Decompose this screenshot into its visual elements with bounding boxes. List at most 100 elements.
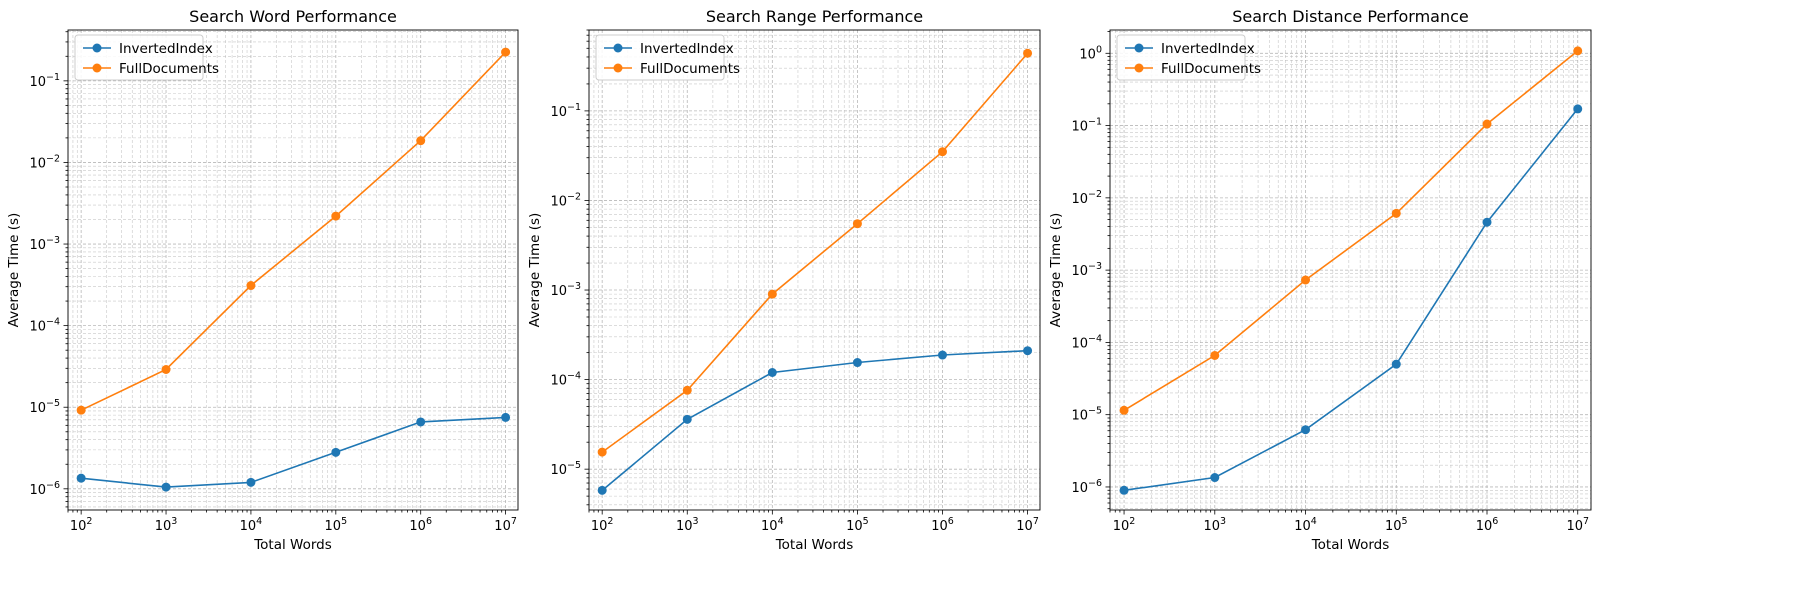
data-point-InvertedIndex <box>246 477 256 487</box>
data-point-FullDocuments <box>1023 48 1033 58</box>
legend-swatch-marker <box>1134 43 1144 53</box>
series-line-FullDocuments <box>601 52 1029 453</box>
y-tick-label: 10−3 <box>550 281 581 299</box>
x-tick-label: 103 <box>155 516 178 534</box>
y-tick-label: 10−5 <box>550 460 581 478</box>
data-point-FullDocuments <box>331 211 341 221</box>
x-tick-label: 106 <box>1476 516 1499 534</box>
data-point-InvertedIndex <box>1482 217 1492 227</box>
y-axis-label: Average Time (s) <box>1048 213 1064 328</box>
series-line-FullDocuments <box>1123 50 1579 411</box>
x-tick-label: 107 <box>1016 516 1039 534</box>
legend-entry-label: FullDocuments <box>1161 61 1261 77</box>
data-point-InvertedIndex <box>1210 473 1220 483</box>
y-axis: 10−6 10−5 10−4 10−3 10−2 10−1 <box>29 31 68 508</box>
series-line-InvertedIndex <box>81 416 506 488</box>
y-tick-label: 10−4 <box>29 317 60 335</box>
chart-title: Search Word Performance <box>189 7 397 26</box>
legend-swatch-marker <box>613 43 623 53</box>
x-axis-label: Total Words <box>253 537 332 553</box>
grid <box>1110 30 1591 510</box>
chart-panel-2: 102 103 104 105 106 107 10−5 10−4 10−3 10−2 10−1 Se… <box>527 7 1041 553</box>
data-point-FullDocuments <box>501 47 511 57</box>
data-point-InvertedIndex <box>597 485 607 495</box>
y-tick-label: 10−1 <box>29 72 60 90</box>
y-tick-label: 10−3 <box>1071 261 1102 279</box>
legend-entry-label: InvertedIndex <box>640 41 734 57</box>
data-point-InvertedIndex <box>767 368 777 378</box>
data-point-InvertedIndex <box>1391 359 1401 369</box>
data-point-FullDocuments <box>682 385 692 395</box>
x-tick-label: 103 <box>676 516 699 534</box>
data-point-FullDocuments <box>1119 405 1129 415</box>
chart-title: Search Distance Performance <box>1232 7 1469 26</box>
x-axis-label: Total Words <box>775 537 854 553</box>
x-tick-label: 102 <box>1113 516 1136 534</box>
data-point-FullDocuments <box>1301 275 1311 285</box>
data-point-InvertedIndex <box>1119 485 1129 495</box>
plot-frame <box>588 29 1041 511</box>
legend-entry-label: FullDocuments <box>640 61 740 77</box>
x-tick-label: 104 <box>1294 516 1317 534</box>
y-axis-label: Average Time (s) <box>6 213 22 328</box>
legend-entry-label: FullDocuments <box>119 61 219 77</box>
legend-swatch-marker <box>1134 63 1144 73</box>
data-point-InvertedIndex <box>501 412 511 422</box>
x-axis: 102 103 104 105 106 107 <box>1109 510 1589 534</box>
chart-title: Search Range Performance <box>706 7 923 26</box>
x-axis: 102 103 104 105 106 107 <box>67 510 517 534</box>
legend-entry-label: InvertedIndex <box>1161 41 1255 57</box>
y-axis: 10−6 10−5 10−4 10−3 10−2 10−1 100 <box>1071 31 1110 510</box>
grid <box>589 30 1040 510</box>
x-tick-label: 106 <box>931 516 954 534</box>
y-tick-label: 10−2 <box>550 191 581 209</box>
series-line-InvertedIndex <box>1123 108 1579 492</box>
y-tick-label: 10−2 <box>29 153 60 171</box>
x-tick-label: 104 <box>240 516 263 534</box>
y-tick-label: 10−6 <box>29 480 60 498</box>
data-point-FullDocuments <box>597 447 607 457</box>
y-tick-label: 10−3 <box>29 235 60 253</box>
y-axis-label: Average Time (s) <box>527 213 543 328</box>
data-point-FullDocuments <box>1573 46 1583 56</box>
series-group <box>76 47 511 492</box>
legend: InvertedIndex FullDocuments <box>74 34 219 81</box>
x-tick-label: 102 <box>591 516 614 534</box>
data-point-InvertedIndex <box>416 417 426 427</box>
data-point-InvertedIndex <box>937 350 947 360</box>
data-point-InvertedIndex <box>1573 104 1583 114</box>
legend-swatch-marker <box>92 63 102 73</box>
data-point-InvertedIndex <box>161 482 171 492</box>
series-group <box>597 48 1033 495</box>
data-point-InvertedIndex <box>1023 346 1033 356</box>
y-axis: 10−5 10−4 10−3 10−2 10−1 <box>550 29 589 506</box>
plot-frame <box>67 29 519 511</box>
grid <box>68 30 518 510</box>
y-tick-label: 10−1 <box>550 102 581 120</box>
data-point-FullDocuments <box>246 281 256 291</box>
y-tick-label: 10−4 <box>550 371 581 389</box>
legend-entry-label: InvertedIndex <box>119 41 213 57</box>
y-tick-label: 10−4 <box>1071 333 1102 351</box>
y-tick-label: 10−5 <box>29 398 60 416</box>
x-tick-label: 107 <box>494 516 517 534</box>
y-tick-label: 10−5 <box>1071 406 1102 424</box>
legend-swatch-marker <box>92 43 102 53</box>
y-tick-label: 100 <box>1079 44 1102 62</box>
data-point-InvertedIndex <box>76 473 86 483</box>
x-tick-label: 105 <box>325 516 348 534</box>
data-point-FullDocuments <box>1210 350 1220 360</box>
x-tick-label: 106 <box>409 516 432 534</box>
data-point-InvertedIndex <box>682 414 692 424</box>
chart-panel-3: 102 103 104 105 106 10710−610−510−410−310−210… <box>1048 7 1592 553</box>
series-line-FullDocuments <box>80 51 507 411</box>
series-line-InvertedIndex <box>601 349 1028 492</box>
x-tick-label: 105 <box>846 516 869 534</box>
x-tick-label: 104 <box>761 516 784 534</box>
data-point-FullDocuments <box>767 289 777 299</box>
data-point-InvertedIndex <box>852 358 862 368</box>
data-point-InvertedIndex <box>331 447 341 457</box>
legend: InvertedIndex FullDocuments <box>1116 34 1261 81</box>
data-point-FullDocuments <box>1391 208 1401 218</box>
